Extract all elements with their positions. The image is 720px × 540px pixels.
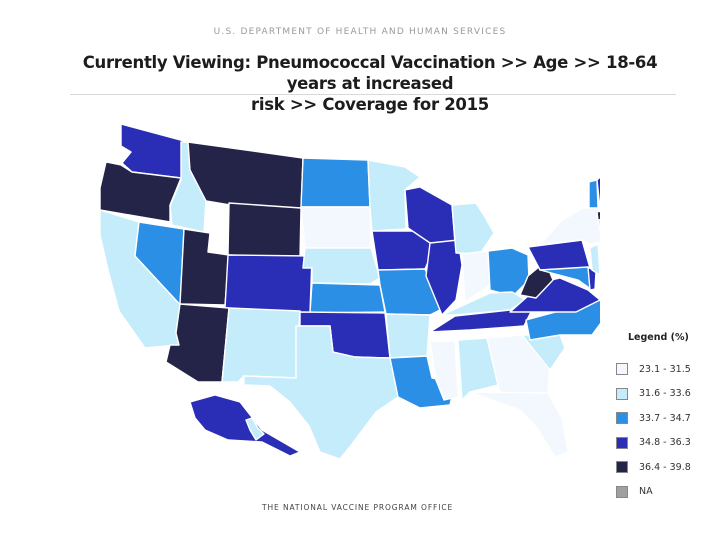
legend-swatch [616,387,628,400]
state-tx[interactable] [243,325,399,460]
legend-item: NA [616,480,716,505]
title-line-2: risk >> Coverage for 2015 [251,95,489,114]
legend-label: 23.1 - 31.5 [639,363,691,375]
legend-swatch [616,412,628,425]
state-wa[interactable] [120,123,185,179]
legend-swatch [616,436,628,449]
legend-label: 31.6 - 33.6 [639,388,691,400]
state-nj[interactable] [589,243,600,276]
legend-item: 33.7 - 34.7 [616,406,716,431]
state-ny[interactable] [539,207,600,246]
state-ct[interactable] [597,218,600,231]
legend-item: 31.6 - 33.6 [616,382,716,407]
state-al[interactable] [457,337,499,401]
state-wy[interactable] [227,202,302,259]
state-nm[interactable] [221,307,301,383]
state-ms[interactable] [429,340,459,401]
legend-item: 23.1 - 31.5 [616,357,716,382]
header-divider [70,94,676,95]
legend-title: Legend (%) [628,332,689,343]
state-sd[interactable] [300,206,372,249]
us-coverage-map [99,123,600,460]
state-ar[interactable] [385,313,431,359]
legend-label: 34.8 - 36.3 [639,437,691,449]
state-mt[interactable] [187,141,304,211]
state-ak[interactable] [189,394,301,457]
state-nd[interactable] [300,157,371,208]
state-hi[interactable] [245,417,265,441]
legend-label: NA [639,486,653,498]
footer-office: THE NATIONAL VACCINE PROGRAM OFFICE [262,503,454,512]
state-co[interactable] [224,254,313,314]
state-ut[interactable] [179,228,230,306]
state-vt[interactable] [588,179,599,209]
state-ma[interactable] [596,206,600,221]
state-ne[interactable] [302,247,381,285]
state-ks[interactable] [309,282,386,314]
legend-item: 36.4 - 39.8 [616,455,716,480]
legend-label: 33.7 - 34.7 [639,412,691,424]
state-nh[interactable] [596,168,600,209]
legend-item: 34.8 - 36.3 [616,431,716,456]
legend-label: 36.4 - 39.8 [639,461,691,473]
page-title: Currently Viewing: Pneumococcal Vaccinat… [60,52,680,115]
state-fl[interactable] [469,391,569,458]
legend-swatch [616,485,628,498]
legend-items: 23.1 - 31.5 31.6 - 33.6 33.7 - 34.7 34.8 - … [616,357,716,504]
department-header: U.S. DEPARTMENT OF HEALTH AND HUMAN SERV… [213,27,507,37]
state-mn[interactable] [367,159,421,232]
title-line-1: Currently Viewing: Pneumococcal Vaccinat… [82,53,658,93]
legend-swatch [616,363,628,376]
legend: Legend (%) 23.1 - 31.5 31.6 - 33.6 33.7 - … [616,332,716,504]
state-mi[interactable] [451,202,495,255]
state-pa[interactable] [527,239,591,271]
legend-swatch [616,461,628,474]
